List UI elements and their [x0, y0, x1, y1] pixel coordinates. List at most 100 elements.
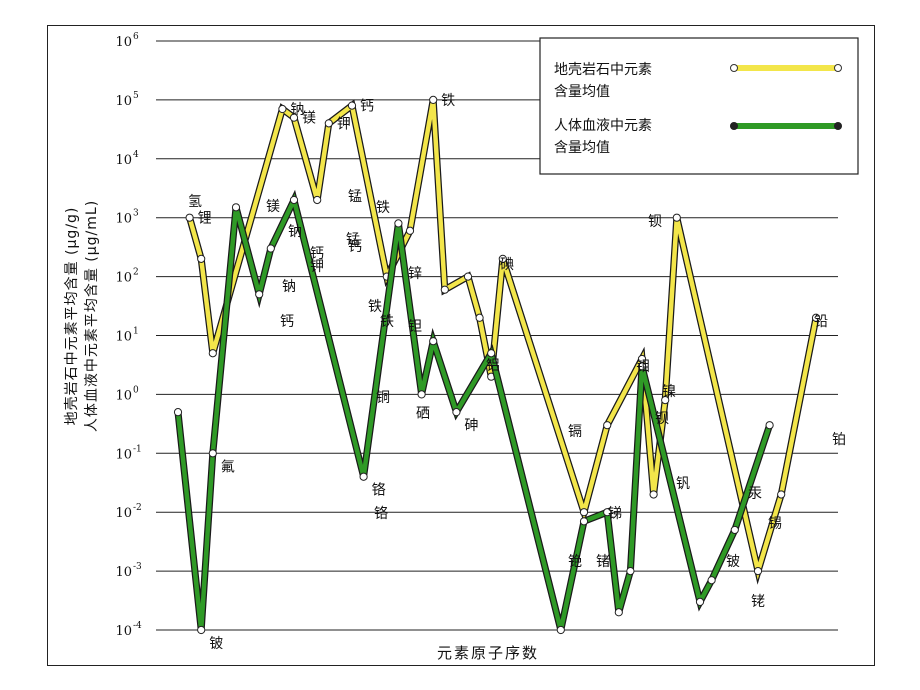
data-point [429, 337, 438, 346]
data-point [603, 421, 612, 430]
data-point [579, 517, 589, 526]
legend-crust-label-line1: 地壳岩石中元素 [554, 61, 652, 78]
y-tick-label: 10 [115, 35, 132, 50]
data-point [197, 625, 206, 635]
y-tick-exponent: -4 [133, 621, 142, 631]
y-tick-exponent: 2 [133, 268, 139, 278]
element-label: 钠 [290, 102, 304, 118]
data-point [208, 349, 217, 358]
data-point [347, 101, 357, 110]
y-tick-label: 10 [115, 94, 132, 109]
data-point [440, 285, 449, 294]
annotation-label: 铜 [376, 390, 390, 406]
annotation-label: 铯 [568, 554, 582, 570]
data-point [405, 226, 415, 235]
annotation-label: 铍 [726, 554, 740, 570]
data-point [487, 349, 496, 358]
data-point [649, 490, 658, 499]
annotation-label: 铑 [751, 594, 765, 610]
annotation-label: 硒 [416, 406, 430, 422]
legend: 地壳岩石中元素 含量均值 人体血液中元素 含量均值 [539, 37, 859, 175]
y-tick-label: 10 [115, 153, 132, 168]
data-point [417, 390, 426, 399]
legend-crust-label-line2: 含量均值 [554, 84, 610, 100]
y-tick-exponent: 6 [133, 32, 139, 42]
data-point [266, 244, 275, 253]
annotation-label: 氢 [188, 194, 202, 210]
data-point [208, 449, 217, 458]
data-point [579, 508, 589, 517]
data-point [359, 472, 368, 481]
element-label: 氟 [221, 459, 235, 475]
y-tick-label: 10 [115, 330, 132, 345]
element-label: 镁 [302, 111, 316, 127]
data-point [231, 203, 241, 212]
data-point [765, 421, 774, 430]
annotation-label: 锑 [608, 506, 622, 522]
element-label: 锂 [198, 211, 212, 227]
annotation-label: 钼 [636, 359, 650, 375]
annotation-label: 钠 [282, 279, 296, 295]
annotation-label: 钡 [648, 214, 662, 230]
annotation-label: 铅 [814, 314, 828, 330]
y-tick-exponent: 5 [133, 91, 139, 101]
annotation-label: 铬 [374, 506, 388, 522]
legend-box [539, 37, 859, 175]
annotation-label: 钽 [408, 319, 422, 335]
series-lines [173, 95, 821, 635]
data-point [811, 313, 821, 322]
y-axis-label-blood: 人体血液中元素平均含量 (μg/mL) [84, 200, 100, 432]
data-point [695, 597, 705, 606]
annotation-label: 铁 [368, 299, 382, 315]
y-tick-label: 10 [115, 447, 132, 462]
annotation-label: 锡 [768, 516, 782, 532]
data-point [707, 576, 716, 585]
data-point [173, 408, 183, 417]
y-tick-exponent: -1 [133, 444, 142, 454]
y-tick-exponent: 4 [133, 150, 139, 160]
annotation-label: 镁 [266, 199, 280, 215]
data-point [289, 113, 299, 122]
y-tick-exponent: 1 [133, 327, 139, 337]
data-point [429, 95, 438, 105]
data-point [661, 396, 670, 405]
data-point [614, 608, 623, 617]
data-point [452, 408, 461, 417]
annotation-label: 钒 [676, 476, 690, 492]
annotation-label: 锰 [346, 232, 360, 248]
y-tick-label: 10 [115, 212, 132, 227]
chart-frame: 10 -4 10 -3 10 -2 10 -1 10 0 10 1 10 2 10 3 10 4 10 5 10 6 地壳… [47, 25, 875, 666]
data-point [603, 508, 612, 517]
data-point [475, 313, 484, 322]
element-label: 铬 [372, 483, 386, 499]
annotation-label: 碘 [500, 257, 514, 273]
annotation-label: 镉 [568, 424, 582, 440]
element-label: 铍 [209, 636, 223, 652]
y-tick-exponent: -2 [133, 503, 142, 513]
data-point [556, 625, 565, 635]
data-point [185, 213, 194, 222]
annotation-label: 铂 [832, 432, 846, 448]
element-label: 砷 [464, 418, 478, 434]
element-label: 钙 [360, 99, 374, 115]
data-point [672, 213, 681, 222]
annotation-label: 铝 [486, 358, 500, 374]
y-axis-label-crust: 地壳岩石中元素平均含量 (μg/g) [63, 207, 80, 426]
annotation-label: 钙 [280, 314, 294, 330]
y-tick-label: 10 [115, 271, 132, 286]
data-point [626, 567, 635, 576]
data-point [197, 254, 206, 263]
series-line-1 [175, 193, 772, 631]
data-point [394, 219, 403, 228]
data-point [255, 290, 264, 299]
data-point [324, 119, 333, 128]
data-point [753, 567, 763, 576]
x-axis-label: 元素原子序数 [437, 644, 539, 662]
y-tick-label: 10 [115, 565, 132, 580]
annotation-label: 汞 [748, 486, 762, 502]
y-tick-exponent: 3 [133, 209, 139, 219]
annotation-label: 铁 [380, 314, 394, 330]
annotation-label: 钙 [348, 239, 362, 255]
annotation-label: 镍 [662, 384, 676, 400]
